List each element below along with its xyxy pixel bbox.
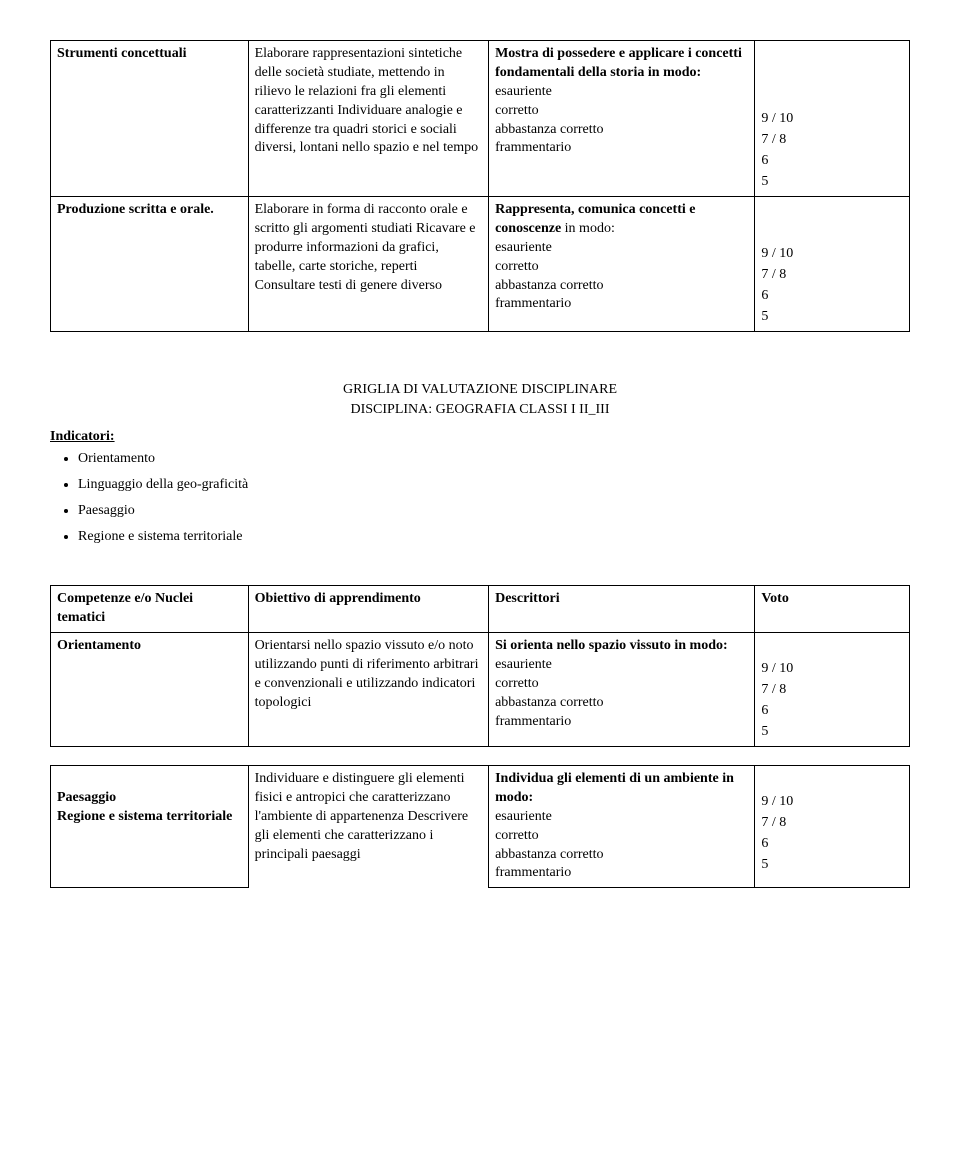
label: Paesaggio Regione e sistema territoriale [57, 790, 232, 824]
cell-competenza: Paesaggio Regione e sistema territoriale [51, 765, 249, 887]
table-row: Orientamento Orientarsi nello spazio vis… [51, 632, 910, 746]
cell-obiettivo: Elaborare rappresentazioni sintetiche de… [248, 41, 489, 197]
desc-line: esauriente [495, 240, 552, 255]
table-geografia: Competenze e/o Nuclei tematici Obiettivo… [50, 585, 910, 747]
cell-competenza: Orientamento [51, 632, 249, 746]
cell-descrittori: Rappresenta, comunica concetti e conosce… [489, 197, 755, 332]
indicatori-label: Indicatori: [50, 429, 910, 445]
table-row: Produzione scritta e orale. Elaborare in… [51, 197, 910, 332]
desc-line: abbastanza corretto [495, 122, 603, 137]
desc-line: corretto [495, 259, 539, 274]
h: Voto [761, 591, 789, 606]
desc-line: abbastanza corretto [495, 278, 603, 293]
table-geografia-2: Paesaggio Regione e sistema territoriale… [50, 765, 910, 888]
label: Strumenti concettuali [57, 46, 186, 61]
cell-obiettivo: Individuare e distinguere gli elementi f… [248, 765, 489, 887]
indicatori-list: Orientamento Linguaggio della geo-grafic… [78, 451, 910, 545]
score: 7 / 8 [761, 682, 786, 697]
score: 5 [761, 857, 768, 872]
h: Obiettivo di apprendimento [255, 591, 421, 606]
cell-voto: 9 / 10 7 / 8 6 5 [755, 632, 910, 746]
desc-head-rest: in modo: [561, 221, 615, 236]
score: 9 / 10 [761, 246, 793, 261]
h: Competenze e/o Nuclei tematici [57, 591, 193, 625]
header-voto: Voto [755, 586, 910, 633]
table-storia: Strumenti concettuali Elaborare rapprese… [50, 40, 910, 332]
desc-head: Si orienta nello spazio vissuto in modo: [495, 638, 728, 653]
score: 6 [761, 288, 768, 303]
score: 7 / 8 [761, 132, 786, 147]
desc-line: abbastanza corretto [495, 847, 603, 862]
score: 7 / 8 [761, 815, 786, 830]
h: Descrittori [495, 591, 560, 606]
cell-voto: 9 / 10 7 / 8 6 5 [755, 197, 910, 332]
score: 9 / 10 [761, 794, 793, 809]
label: Orientamento [57, 638, 141, 653]
score: 5 [761, 724, 768, 739]
list-item: Regione e sistema territoriale [78, 529, 910, 545]
desc-head: Mostra di possedere e applicare i concet… [495, 46, 742, 80]
table-row: Paesaggio Regione e sistema territoriale… [51, 765, 910, 887]
score: 9 / 10 [761, 661, 793, 676]
list-item: Orientamento [78, 451, 910, 467]
cell-competenza: Strumenti concettuali [51, 41, 249, 197]
desc-line: frammentario [495, 865, 571, 880]
title-line2: DISCIPLINA: GEOGRAFIA CLASSI I II_III [351, 402, 610, 417]
cell-obiettivo: Orientarsi nello spazio vissuto e/o noto… [248, 632, 489, 746]
score: 6 [761, 153, 768, 168]
cell-voto: 9 / 10 7 / 8 6 5 [755, 765, 910, 887]
desc-line: corretto [495, 676, 539, 691]
cell-descrittori: Si orienta nello spazio vissuto in modo:… [489, 632, 755, 746]
cell-descrittori: Mostra di possedere e applicare i concet… [489, 41, 755, 197]
desc-line: esauriente [495, 809, 552, 824]
desc-line: frammentario [495, 296, 571, 311]
header-obiettivo: Obiettivo di apprendimento [248, 586, 489, 633]
header-competenze: Competenze e/o Nuclei tematici [51, 586, 249, 633]
cell-descrittori: Individua gli elementi di un ambiente in… [489, 765, 755, 887]
desc-line: esauriente [495, 657, 552, 672]
cell-competenza: Produzione scritta e orale. [51, 197, 249, 332]
cell-voto: 9 / 10 7 / 8 6 5 [755, 41, 910, 197]
score: 6 [761, 836, 768, 851]
table-header-row: Competenze e/o Nuclei tematici Obiettivo… [51, 586, 910, 633]
title-line1: GRIGLIA DI VALUTAZIONE DISCIPLINARE [343, 382, 617, 397]
score: 9 / 10 [761, 111, 793, 126]
cell-obiettivo: Elaborare in forma di racconto orale e s… [248, 197, 489, 332]
section-title: GRIGLIA DI VALUTAZIONE DISCIPLINARE DISC… [50, 380, 910, 419]
score: 5 [761, 174, 768, 189]
desc-head: Individua gli elementi di un ambiente in… [495, 771, 734, 805]
score: 6 [761, 703, 768, 718]
score: 5 [761, 309, 768, 324]
desc-line: frammentario [495, 714, 571, 729]
indicatori-block: Indicatori: Orientamento Linguaggio dell… [50, 429, 910, 545]
score: 7 / 8 [761, 267, 786, 282]
desc-line: esauriente [495, 84, 552, 99]
desc-line: frammentario [495, 140, 571, 155]
desc-line: corretto [495, 103, 539, 118]
desc-line: corretto [495, 828, 539, 843]
table-row: Strumenti concettuali Elaborare rapprese… [51, 41, 910, 197]
list-item: Linguaggio della geo-graficità [78, 477, 910, 493]
desc-line: abbastanza corretto [495, 695, 603, 710]
header-descrittori: Descrittori [489, 586, 755, 633]
list-item: Paesaggio [78, 503, 910, 519]
label: Produzione scritta e orale. [57, 202, 214, 217]
